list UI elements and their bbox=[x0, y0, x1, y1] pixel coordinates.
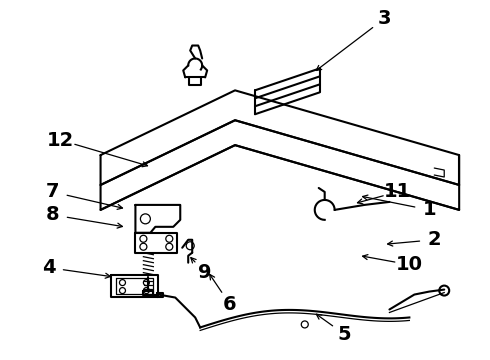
Text: 9: 9 bbox=[198, 263, 212, 282]
Text: 4: 4 bbox=[42, 258, 55, 277]
Text: 12: 12 bbox=[47, 131, 74, 150]
Text: 7: 7 bbox=[46, 183, 59, 202]
Text: 11: 11 bbox=[384, 183, 411, 202]
Text: 10: 10 bbox=[396, 255, 423, 274]
Text: 5: 5 bbox=[338, 325, 351, 344]
Text: 8: 8 bbox=[46, 205, 60, 224]
Text: 2: 2 bbox=[427, 230, 441, 249]
Text: 6: 6 bbox=[223, 295, 237, 314]
Text: 3: 3 bbox=[378, 9, 391, 28]
Text: 1: 1 bbox=[422, 201, 436, 219]
